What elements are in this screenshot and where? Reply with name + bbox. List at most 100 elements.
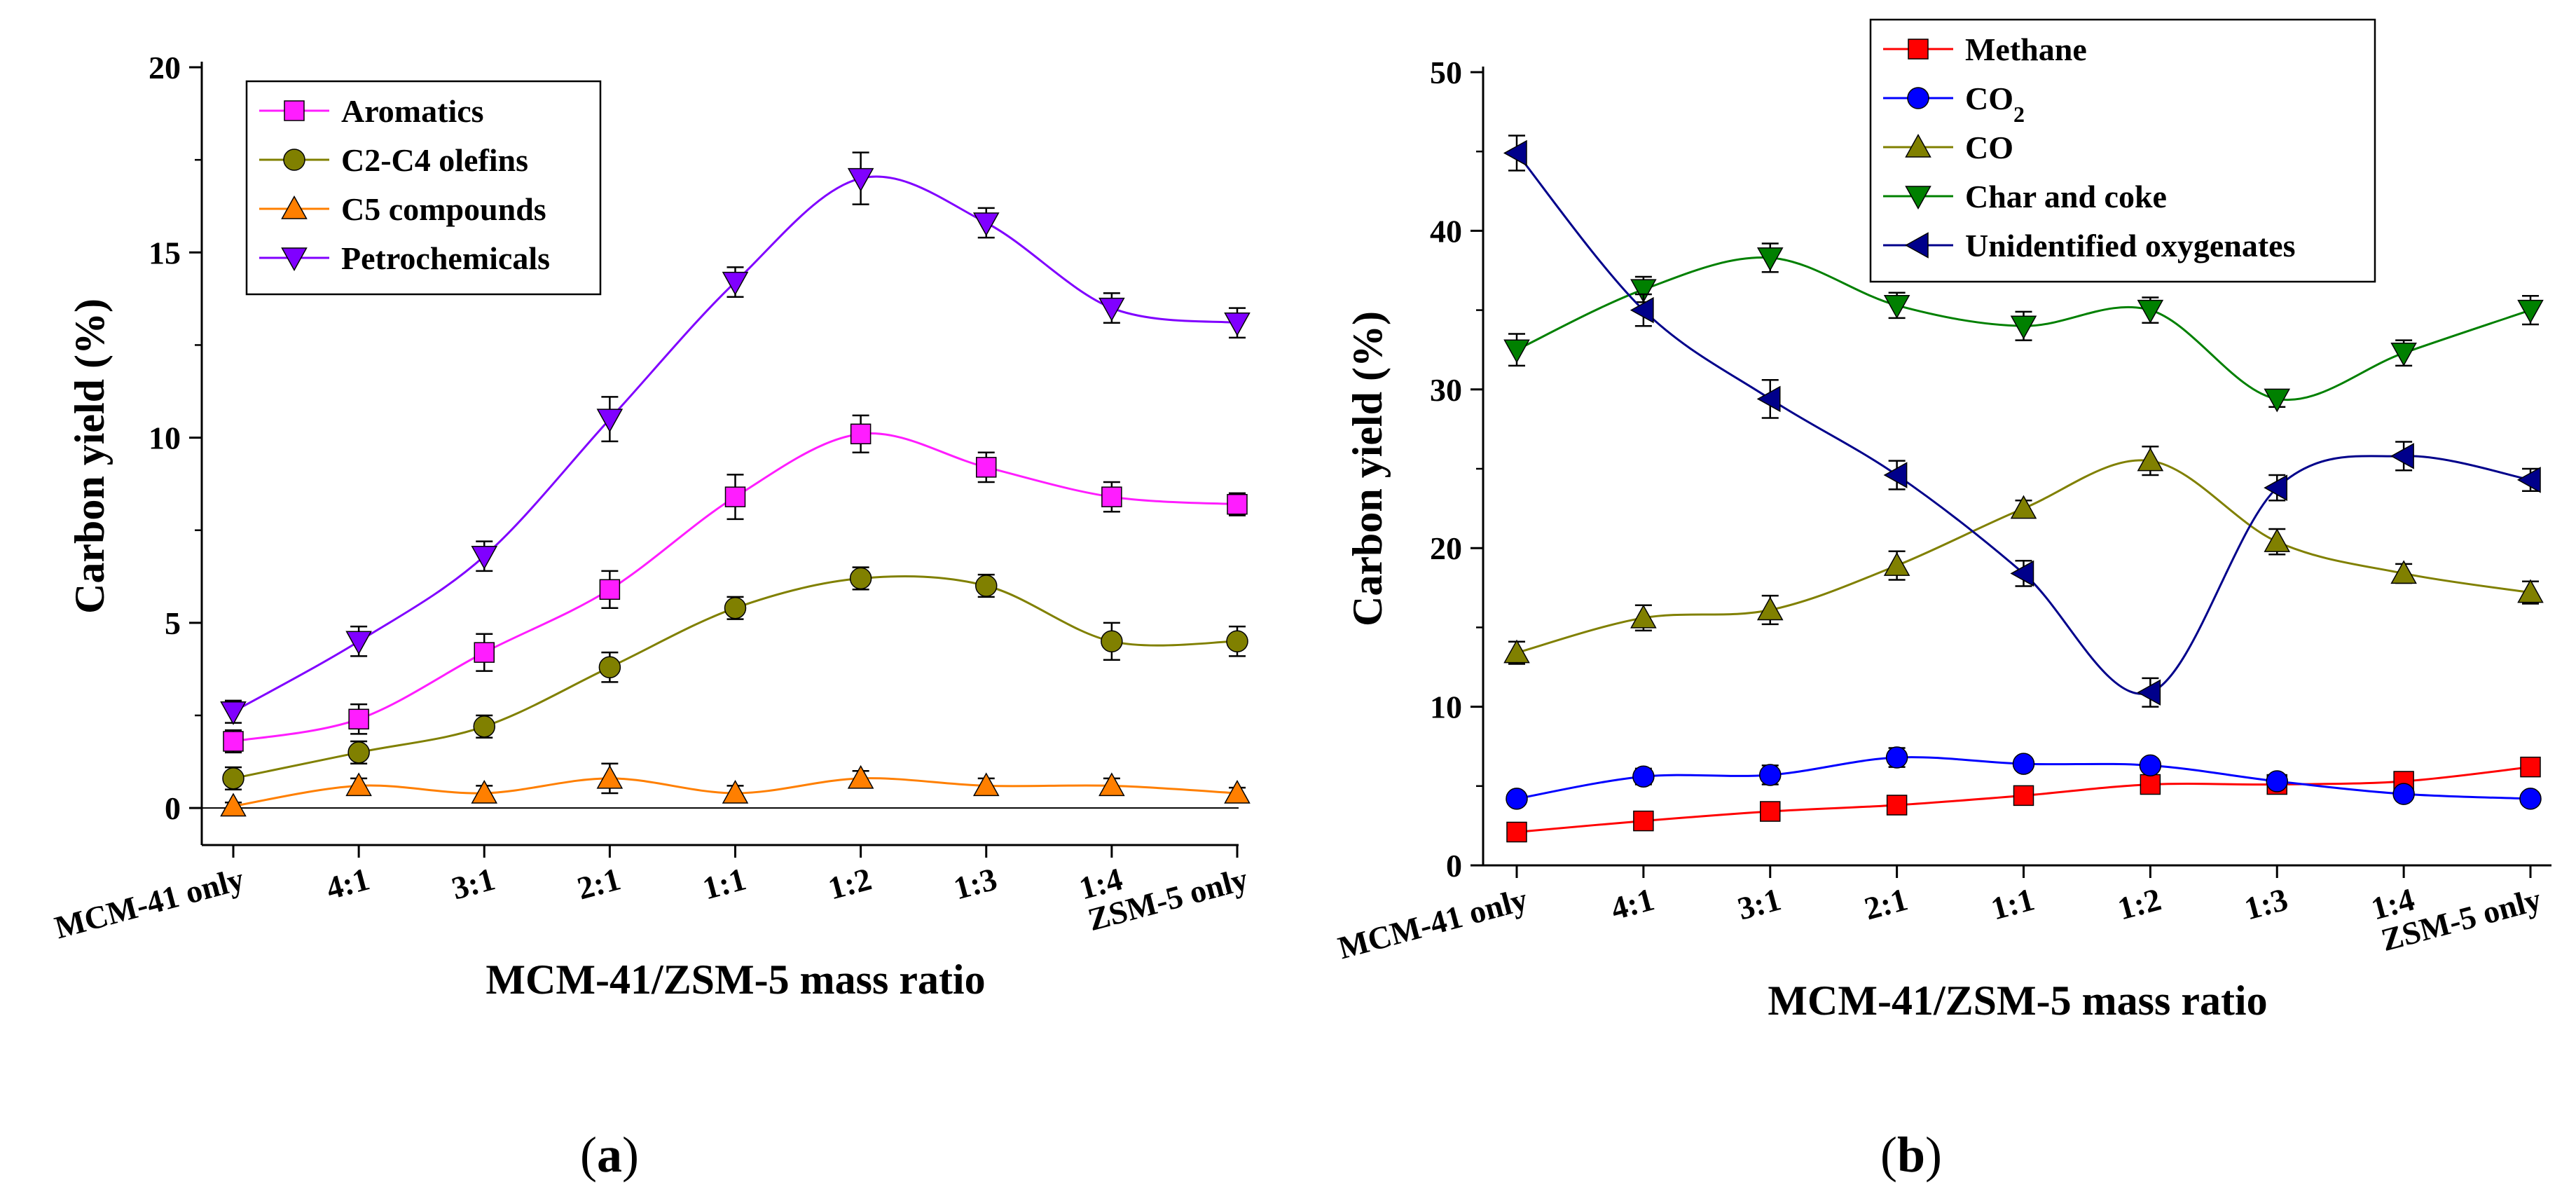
data-point bbox=[474, 642, 495, 663]
legend-item-petrochemicals: Petrochemicals bbox=[259, 240, 550, 276]
data-point bbox=[1630, 279, 1657, 303]
x-tick-label: MCM-41 only bbox=[1335, 881, 1531, 966]
data-point bbox=[1756, 596, 1784, 621]
data-point bbox=[1883, 552, 1910, 576]
x-tick-label: MCM-41 only bbox=[51, 860, 248, 945]
data-point bbox=[2516, 467, 2541, 493]
data-point bbox=[348, 708, 369, 730]
data-point bbox=[1883, 462, 1908, 488]
data-point bbox=[1506, 788, 1528, 810]
legend-item-c5-compounds: C5 compounds bbox=[259, 191, 546, 227]
x-tick-label: 1:2 bbox=[2114, 881, 2165, 926]
data-point bbox=[2520, 756, 2541, 778]
data-point bbox=[2010, 560, 2034, 587]
x-tick-label: 1:1 bbox=[1988, 881, 2038, 926]
chart-panel-b: 0 10 20 30 40 50 MCM-41 only 4:1 3:1 2:1 1:1 1:2 1:3… bbox=[1335, 18, 2551, 1024]
series-line bbox=[1516, 459, 2531, 654]
data-point bbox=[1759, 764, 1782, 786]
x-tick-label: 2:1 bbox=[574, 860, 624, 906]
y-tick-label: 10 bbox=[1430, 689, 1462, 725]
y-tick-label: 20 bbox=[149, 50, 181, 85]
legend-label: Char and coke bbox=[1965, 179, 2167, 214]
data-point bbox=[1098, 772, 1125, 797]
data-point bbox=[223, 731, 244, 752]
data-point bbox=[473, 715, 495, 738]
data-point bbox=[1503, 639, 1530, 664]
data-point bbox=[847, 764, 874, 789]
data-point bbox=[2010, 495, 2037, 519]
data-point bbox=[722, 779, 749, 804]
legend: Aromatics C2-C4 olefins C5 compounds Petroc… bbox=[245, 80, 602, 296]
legend-label: Petrochemicals bbox=[341, 240, 550, 276]
legend-item-c2-c4-olefins: C2-C4 olefins bbox=[259, 142, 528, 178]
y-tick-label: 5 bbox=[165, 605, 181, 641]
data-point bbox=[2012, 753, 2035, 775]
data-point bbox=[1630, 604, 1657, 629]
x-tick-label: 1:1 bbox=[699, 860, 750, 906]
legend-marker bbox=[281, 195, 308, 219]
y-tick-label: 15 bbox=[149, 235, 181, 270]
y-tick-label: 20 bbox=[1430, 530, 1462, 566]
data-point bbox=[847, 167, 874, 192]
data-point bbox=[722, 271, 749, 296]
series-methane bbox=[1506, 756, 2541, 843]
data-point bbox=[1756, 385, 1781, 413]
data-point bbox=[2390, 342, 2417, 366]
legend-item-aromatics: Aromatics bbox=[259, 93, 484, 129]
x-tick-label: 4:1 bbox=[322, 860, 373, 906]
y-axis-title: Carbon yield (%) bbox=[67, 298, 113, 614]
x-axis-title: MCM-41/ZSM-5 mass ratio bbox=[1768, 977, 2267, 1024]
data-point bbox=[596, 409, 624, 433]
x-tick-label: 3:1 bbox=[1734, 881, 1784, 926]
legend-marker bbox=[1908, 39, 1929, 60]
x-tick-label: 1:2 bbox=[825, 860, 875, 906]
legend-label: Aromatics bbox=[341, 93, 484, 129]
y-tick-label: 30 bbox=[1430, 372, 1462, 408]
x-axis-title: MCM-41/ZSM-5 mass ratio bbox=[485, 956, 985, 1003]
data-point bbox=[972, 212, 1000, 237]
data-point bbox=[2013, 785, 2034, 807]
series-petrochemicals bbox=[220, 151, 1251, 725]
legend-marker bbox=[1907, 87, 1929, 109]
data-point bbox=[724, 486, 746, 507]
legend-item-co2: CO2 bbox=[1883, 81, 2025, 127]
data-point bbox=[345, 631, 372, 655]
series-aromatics bbox=[223, 414, 1248, 754]
data-point bbox=[976, 457, 997, 478]
data-point bbox=[1883, 295, 1910, 319]
data-point bbox=[2264, 474, 2287, 501]
legend-label: Unidentified oxygenates bbox=[1965, 228, 2296, 263]
legend-label: CO2 bbox=[1965, 81, 2025, 127]
data-point bbox=[972, 772, 1000, 797]
legend-marker bbox=[1905, 186, 1931, 210]
data-point bbox=[2140, 774, 2161, 795]
data-point bbox=[345, 772, 372, 797]
x-tick-label: 2:1 bbox=[1861, 881, 1911, 926]
data-point bbox=[2266, 770, 2288, 792]
x-tick-label: 3:1 bbox=[448, 860, 498, 906]
data-point bbox=[2264, 528, 2291, 552]
data-point bbox=[471, 779, 498, 804]
y-tick-label: 40 bbox=[1430, 213, 1462, 249]
legend-label: CO bbox=[1965, 130, 2013, 165]
data-point bbox=[1760, 801, 1781, 822]
data-point bbox=[1224, 312, 1251, 336]
data-point bbox=[1506, 821, 1527, 843]
data-point bbox=[1101, 486, 1122, 507]
data-point bbox=[1098, 297, 1125, 322]
data-point bbox=[1503, 339, 1530, 364]
legend-marker bbox=[281, 247, 308, 272]
data-point bbox=[2139, 754, 2162, 777]
data-point bbox=[1226, 630, 1248, 653]
panel-label-a: (a) bbox=[580, 1127, 639, 1183]
series-co2 bbox=[1506, 746, 2542, 810]
data-point bbox=[596, 764, 624, 789]
data-point bbox=[975, 575, 998, 597]
series-unidentified-oxygenates bbox=[1503, 135, 2541, 708]
data-point bbox=[2137, 447, 2164, 472]
data-point bbox=[598, 656, 621, 679]
y-tick-label: 0 bbox=[1446, 848, 1462, 884]
data-point bbox=[2517, 579, 2544, 603]
legend-item-co: CO bbox=[1883, 130, 2013, 165]
